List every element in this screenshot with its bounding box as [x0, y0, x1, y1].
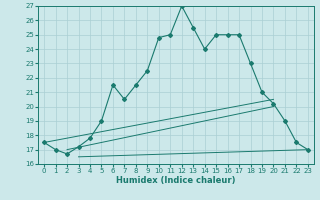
X-axis label: Humidex (Indice chaleur): Humidex (Indice chaleur) — [116, 176, 236, 185]
